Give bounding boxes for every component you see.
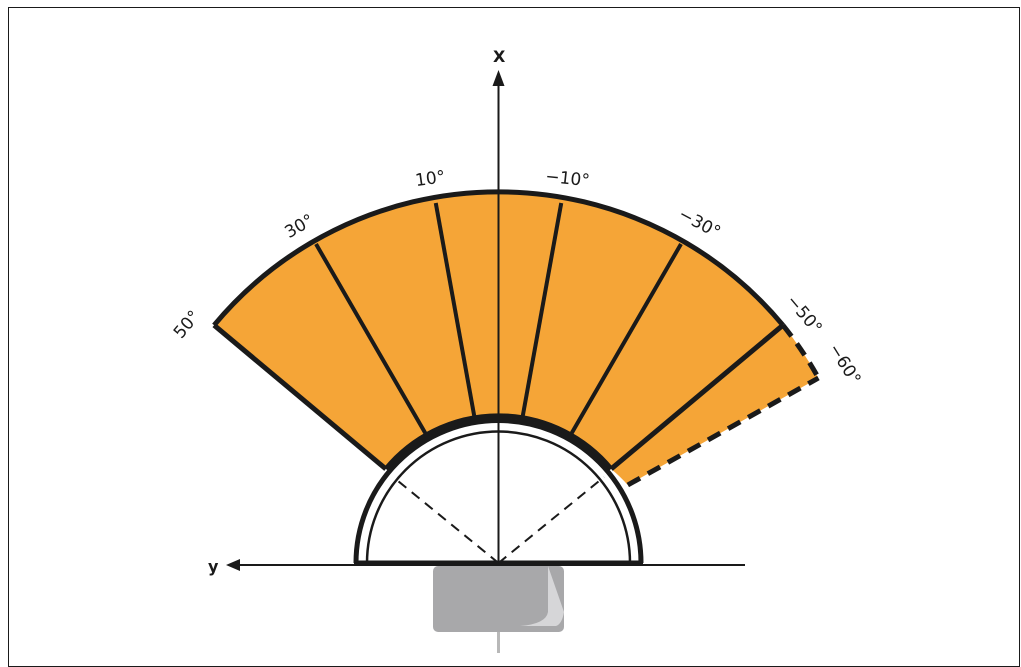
extended-sector xyxy=(611,325,819,485)
y-axis-label: y xyxy=(208,557,219,576)
dashed-ray-right xyxy=(497,476,605,564)
x-axis-arrowhead xyxy=(492,70,505,86)
x-axis-label: X xyxy=(493,47,506,66)
sensor-body xyxy=(433,566,564,632)
angle-label-10: 10° xyxy=(414,167,447,191)
angle-label-minus30: −30° xyxy=(675,204,724,242)
y-axis-arrowhead xyxy=(226,559,240,571)
angle-label-50: 50° xyxy=(170,307,205,343)
field-of-view-diagram: X y 50° 30° 10° −10° −30° −50° −60° xyxy=(170,47,864,653)
edge-minus60 xyxy=(626,375,820,488)
division-minus30 xyxy=(566,242,683,441)
arc-extension xyxy=(780,323,821,380)
angle-label-30: 30° xyxy=(281,210,317,242)
angle-label-minus10: −10° xyxy=(544,167,590,192)
division-10 xyxy=(433,202,477,419)
division-30 xyxy=(314,242,431,441)
division-minus10 xyxy=(520,202,564,419)
sensor-body-highlight xyxy=(520,566,564,626)
dashed-ray-left xyxy=(397,480,500,564)
edge-50 xyxy=(212,323,388,471)
angle-label-minus60: −60° xyxy=(824,340,864,388)
edge-minus50 xyxy=(609,323,785,471)
